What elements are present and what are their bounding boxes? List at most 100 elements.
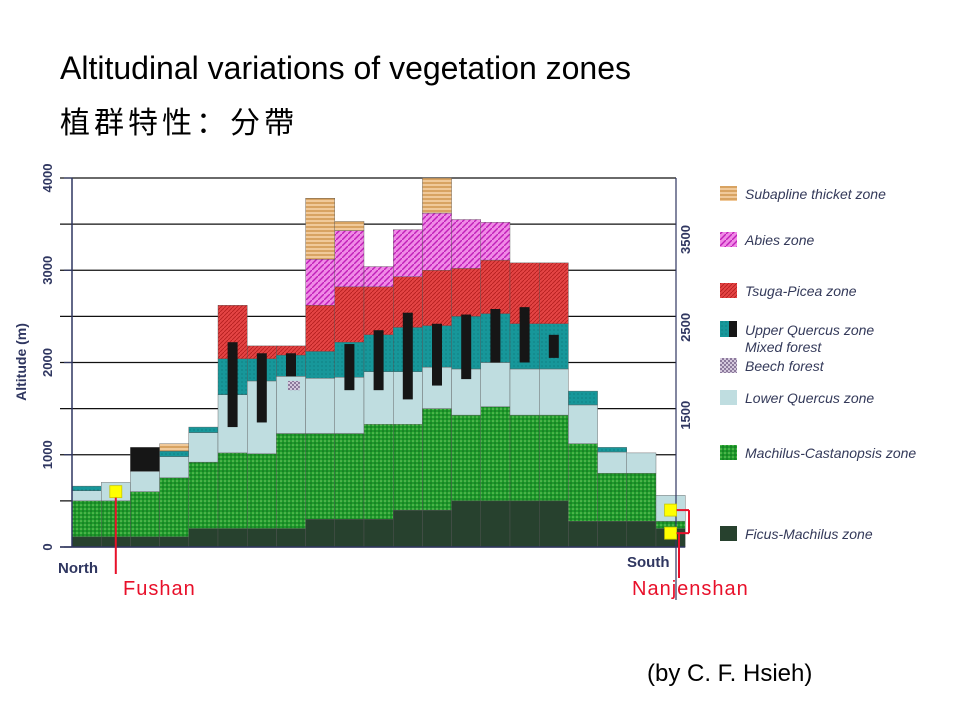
bar-ficus-segment	[480, 500, 511, 548]
bar-subalpine-segment	[159, 443, 190, 452]
legend-swatch-abies	[720, 232, 737, 247]
bar-abies-segment	[334, 230, 365, 288]
bar-lower-segment	[597, 451, 627, 474]
bars	[71, 177, 686, 548]
bar-ficus-segment	[305, 519, 336, 548]
bar-upper-segment	[568, 390, 598, 406]
bar-lower-segment	[305, 377, 336, 434]
legend-swatch-ficus	[720, 526, 737, 541]
bar-machilus-segment	[509, 414, 540, 502]
bar-lower-segment	[480, 362, 511, 407]
legend-swatch-beech	[720, 358, 737, 373]
bar-machilus-segment	[246, 453, 277, 529]
page-subtitle: 植群特性：分帶	[60, 106, 298, 141]
bar-ficus-segment	[71, 536, 102, 548]
bar-machilus-segment	[422, 408, 452, 511]
right-tick-label: 2500	[678, 313, 693, 342]
legend-label-upper: Upper Quercus zone	[745, 322, 874, 338]
legend-swatch-machilus	[720, 445, 737, 460]
bar-tsuga-segment	[363, 286, 394, 336]
bar-subalpine-segment	[305, 198, 336, 260]
bar-tsuga-segment	[451, 268, 482, 317]
y-tick-label: 0	[40, 543, 55, 550]
bar-machilus-segment	[305, 433, 336, 520]
bar-abies-segment	[422, 212, 452, 271]
bar-machilus-segment	[539, 414, 569, 502]
bar-machilus-segment	[334, 433, 365, 520]
bar-subalpine-segment	[334, 221, 365, 231]
bar-machilus-segment	[159, 477, 190, 538]
south-label: South	[627, 554, 670, 571]
legend-label-ficus: Ficus-Machilus zone	[745, 526, 873, 542]
bar-machilus-segment	[393, 424, 423, 511]
legend-swatch-tsuga	[720, 283, 737, 298]
legend-label-mixed: Mixed forest	[745, 339, 822, 355]
bar-mixed-segment	[402, 312, 413, 400]
bar-machilus-segment	[626, 473, 657, 522]
bar-lower-segment	[159, 456, 190, 479]
bar-machilus-segment	[568, 443, 598, 522]
bar-machilus-segment	[363, 424, 394, 520]
bar-lower-segment	[71, 490, 102, 502]
bar-machilus-segment	[451, 414, 482, 502]
bar-ficus-segment	[539, 500, 569, 548]
bar-machilus-segment	[188, 461, 219, 529]
y-axis-label: Altitude (m)	[13, 323, 29, 401]
north-label: North	[58, 560, 98, 577]
bar-upper-segment	[305, 351, 336, 379]
bar-ficus-segment	[451, 500, 482, 548]
bar-machilus-segment	[130, 491, 160, 538]
bar-ficus-segment	[422, 509, 452, 548]
bar-machilus-segment	[480, 406, 511, 502]
bar-ficus-segment	[393, 509, 423, 548]
bar-mixed-segment	[227, 342, 238, 428]
site-markers: Fushan Nanjenshan	[109, 485, 748, 600]
legend-swatch-upper	[720, 321, 729, 337]
bar-abies-segment	[480, 222, 511, 261]
bar-mixed-segment	[130, 447, 160, 472]
bar-ficus-segment	[130, 536, 160, 548]
right-tick-label: 1500	[678, 401, 693, 430]
bar-mixed-segment	[461, 314, 472, 380]
bar-mixed-segment	[519, 307, 530, 363]
bar-tsuga-segment	[480, 259, 511, 314]
bar-mixed-segment	[373, 330, 384, 391]
bar-abies-segment	[451, 219, 482, 269]
bar-subalpine-segment	[422, 177, 452, 214]
bar-mixed-segment	[286, 353, 296, 377]
legend-swatch-mixed	[729, 321, 737, 337]
bar-abies-segment	[393, 229, 423, 277]
page-title: Altitudinal variations of vegetation zon…	[60, 50, 632, 86]
bar-mixed-segment	[490, 308, 501, 363]
y-tick-label: 2000	[40, 348, 55, 377]
bar-lower-segment	[568, 404, 598, 444]
legend-swatch-subalpine	[720, 186, 737, 201]
bar-ficus-segment	[217, 528, 248, 548]
bar-lower-segment	[130, 471, 160, 492]
bar-ficus-segment	[334, 519, 365, 548]
bar-ficus-segment	[597, 520, 627, 548]
bar-mixed-segment	[432, 323, 442, 386]
bar-ficus-segment	[246, 528, 277, 548]
bar-ficus-segment	[188, 528, 219, 548]
bar-tsuga-segment	[422, 270, 452, 326]
site-label-fushan: Fushan	[123, 578, 196, 600]
y-tick-label: 1000	[40, 440, 55, 469]
bar-abies-segment	[363, 266, 394, 288]
y-tick-label: 3000	[40, 256, 55, 285]
legend-label-abies: Abies zone	[744, 232, 814, 248]
axes: 0 1000 2000 3000 4000 Altitude (m) 1500 2500 350…	[13, 164, 693, 600]
legend-label-beech: Beech forest	[745, 358, 825, 374]
bar-ficus-segment	[159, 536, 190, 548]
bar-mixed-segment	[256, 353, 267, 423]
bar-machilus-segment	[71, 500, 102, 538]
bar-ficus-segment	[363, 519, 394, 548]
bar-lower-segment	[626, 452, 657, 474]
bar-ficus-segment	[276, 528, 306, 548]
site-marker	[109, 485, 123, 499]
bar-lower-segment	[509, 368, 540, 416]
bar-tsuga-segment	[539, 262, 569, 324]
bar-tsuga-segment	[305, 305, 336, 352]
bar-lower-segment	[188, 432, 219, 463]
